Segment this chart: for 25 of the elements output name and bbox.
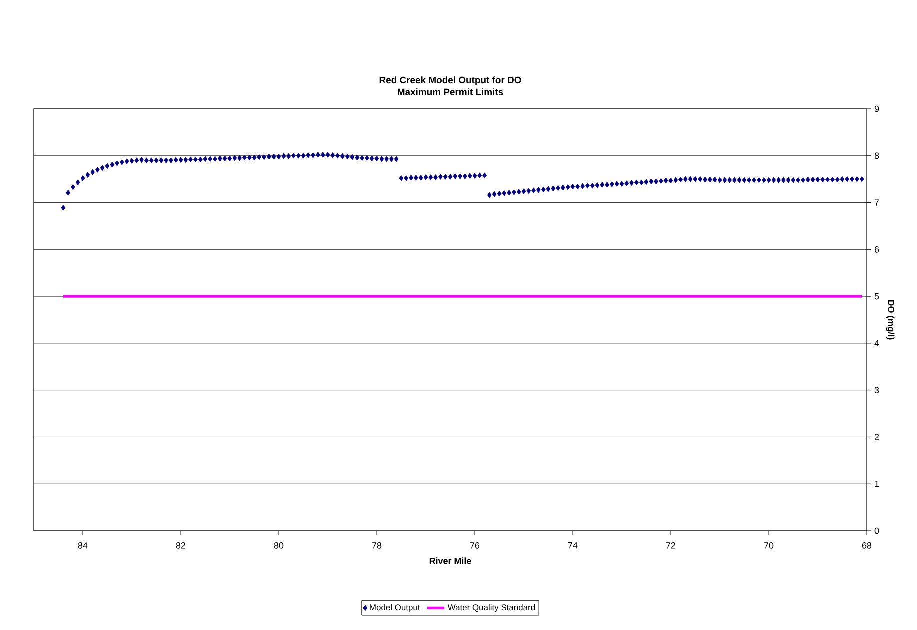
y-axis-title: DO (mg/l): [886, 300, 895, 340]
x-tick-label: 78: [372, 542, 382, 549]
y-tick-label: 9: [874, 106, 880, 112]
y-tick-label: 4: [874, 340, 880, 347]
x-tick-label: 74: [568, 542, 578, 549]
y-tick-label: 3: [874, 387, 880, 394]
y-tick-label: 6: [874, 246, 880, 253]
y-tick-label: 7: [874, 200, 880, 206]
y-tick-label: 1: [875, 481, 880, 488]
y-tick-label: 8: [874, 152, 880, 160]
x-tick-label: 70: [764, 542, 774, 549]
legend-label: Model Output: [370, 604, 420, 612]
x-tick-label: 84: [78, 542, 88, 549]
x-tick-label: 76: [470, 542, 480, 549]
y-tick-label: 2: [874, 434, 880, 440]
chart-title: Red Creek Model Output for DO: [380, 76, 522, 86]
y-tick-label: 0: [874, 528, 880, 534]
y-tick-label: 5: [874, 293, 880, 300]
legend-label: Water Quality Standard: [448, 604, 536, 612]
chart-subtitle: Maximum Permit Limits: [398, 88, 504, 96]
x-axis-title: River Mile: [430, 558, 472, 564]
x-tick-label: 80: [274, 542, 284, 549]
x-tick-label: 68: [862, 542, 872, 549]
x-tick-label: 82: [176, 542, 186, 549]
x-tick-label: 72: [666, 542, 676, 549]
